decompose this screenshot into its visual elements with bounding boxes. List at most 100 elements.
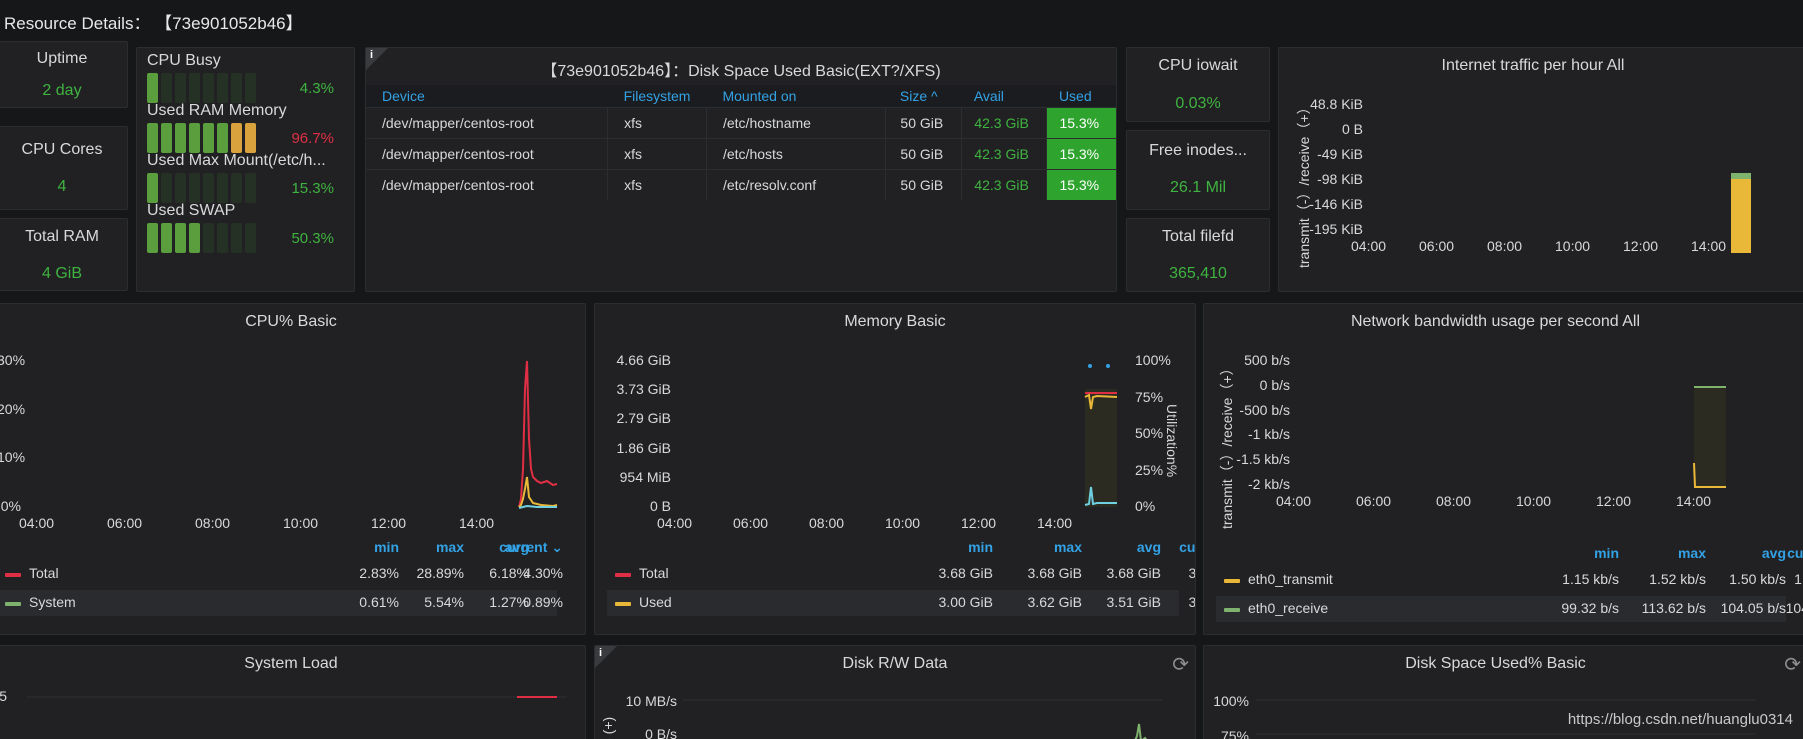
legend-value: 0.89% (523, 594, 563, 610)
cpu-iowait-panel[interactable]: CPU iowait 0.03% (1126, 47, 1270, 122)
column-header[interactable]: Mounted on (706, 85, 886, 107)
x-tick-label: 14:00 (1676, 493, 1712, 509)
y-tick-label: 20% (0, 400, 26, 417)
cpu-basic-title: CPU% Basic (245, 313, 337, 330)
cpu-iowait-title: CPU iowait (1158, 57, 1238, 74)
internet-traffic-panel[interactable]: Internet traffic per hour All transmit（-… (1278, 47, 1803, 292)
table-cell: 15.3% (1046, 168, 1116, 200)
memory-dot (1106, 364, 1110, 368)
free-inodes-panel[interactable]: Free inodes... 26.1 Mil (1126, 130, 1270, 210)
page-title[interactable]: Resource Details： 【73e901052b46】 (4, 14, 303, 33)
bargauge-cell (245, 173, 256, 203)
legend-swatch (1224, 579, 1240, 583)
y-right-tick-label: 0% (1135, 498, 1156, 514)
uptime-panel[interactable]: Uptime 2 day (0, 41, 128, 108)
y-tick-label: 0 B (649, 498, 671, 514)
legend-column-header[interactable]: current ⌄ (499, 539, 563, 555)
bargauge-value: 4.3% (299, 80, 334, 97)
legend-column-header[interactable]: avg (504, 539, 529, 555)
x-tick-label: 10:00 (1555, 238, 1591, 254)
disk-rw-panel[interactable]: i Disk R/W Data ⟳ 10 MB/s 0 B/s e (+) (594, 645, 1196, 739)
legend-series-name[interactable]: Total (29, 565, 59, 581)
refresh-icon[interactable]: ⟳ (1784, 654, 1801, 676)
legend-series-name[interactable]: eth0_transmit (1248, 571, 1333, 587)
legend-series-name[interactable]: Total (639, 565, 669, 581)
legend-column-header[interactable]: current ⌄ (1179, 539, 1196, 555)
table-cell: 50 GiB (885, 137, 963, 169)
uptime-value: 2 day (42, 82, 82, 99)
traffic-transmit-bar (1731, 179, 1751, 253)
legend-value: 3.68 GiB (938, 565, 993, 581)
column-header[interactable]: Device (366, 85, 608, 107)
legend-series-name[interactable]: eth0_receive (1248, 600, 1329, 616)
x-tick-label: 08:00 (1487, 238, 1523, 254)
legend-value: 99.32 b/s (1561, 600, 1619, 616)
x-tick-label: 04:00 (657, 515, 693, 531)
y-right-tick-label: 50% (1135, 425, 1164, 441)
x-tick-label: 14:00 (1037, 515, 1073, 531)
bargauge-cell (147, 223, 158, 253)
memory-basic-title: Memory Basic (844, 313, 946, 330)
legend-column-header[interactable]: current ⌄ (1787, 545, 1803, 561)
legend-value: 2.83% (359, 565, 399, 581)
x-tick-label: 08:00 (195, 515, 231, 531)
memory-dot (1088, 364, 1092, 368)
y-tick-label: 0 B (1341, 121, 1363, 137)
network-bandwidth-panel[interactable]: Network bandwidth usage per second All t… (1203, 303, 1803, 635)
total-ram-panel[interactable]: Total RAM 4 GiB (0, 218, 128, 291)
x-tick-label: 06:00 (1356, 493, 1392, 509)
legend-value: 0.61% (359, 594, 399, 610)
disk-used-pct-panel[interactable]: Disk Space Used% Basic ⟳ 100% 75% (1203, 645, 1803, 739)
y-tick-label: 1.86 GiB (616, 439, 671, 456)
system-load-ytick: 5 (0, 688, 7, 704)
bargauge-cell (175, 223, 186, 253)
x-tick-label: 10:00 (885, 515, 921, 531)
bargauge-cell (189, 73, 200, 103)
disk-used-ytick: 100% (1213, 693, 1249, 709)
cpu-basic-panel[interactable]: CPU% Basic 30% 20% 10% 0%04:00 06:00 08:00 10:… (0, 303, 586, 635)
table-row[interactable]: /dev/mapper/centos-root xfs/etc/hosts 50 G… (366, 137, 1116, 169)
system-load-panel[interactable]: System Load 5 (0, 645, 586, 739)
table-cell: xfs (607, 137, 707, 169)
total-filefd-panel[interactable]: Total filefd 365,410 (1126, 218, 1270, 292)
legend-series-name[interactable]: Used (639, 594, 672, 610)
legend-column-header[interactable]: min (968, 539, 993, 555)
legend-column-header[interactable]: min (1594, 545, 1619, 561)
bargauge-cell (161, 223, 172, 253)
refresh-icon[interactable]: ⟳ (1172, 654, 1189, 676)
legend-value: 104.94 b/s (1785, 600, 1803, 616)
info-icon[interactable]: i (366, 48, 388, 70)
legend-column-header[interactable]: avg (1761, 545, 1786, 561)
disk-rw-ylabel: e (+) (600, 716, 616, 739)
column-header[interactable]: Filesystem (607, 85, 707, 107)
y-tick-label: -500 b/s (1239, 401, 1290, 418)
y-right-tick-label: 75% (1135, 388, 1164, 405)
cpu-cores-panel[interactable]: CPU Cores 4 (0, 126, 128, 210)
info-icon[interactable]: i (595, 646, 617, 668)
x-tick-label: 08:00 (809, 515, 845, 531)
legend-value: 1.27% (489, 594, 529, 610)
resource-bargauge-panel[interactable]: CPU Busy 4.3% Used RAM Memory 96.7% Used Max… (136, 47, 355, 292)
legend-column-header[interactable]: min (374, 539, 399, 555)
disk-space-table-panel[interactable]: i 【73e901052b46】：Disk Space Used Basic(E… (365, 47, 1117, 292)
column-header[interactable]: Size ^ (885, 85, 962, 107)
legend-column-header[interactable]: max (435, 539, 464, 555)
legend-value: 3.68 GiB (1188, 565, 1196, 581)
table-row[interactable]: /dev/mapper/centos-root xfs/etc/resolv.co… (366, 168, 1116, 200)
legend-column-header[interactable]: max (1053, 539, 1082, 555)
bargauge-cell (245, 223, 256, 253)
legend-column-header[interactable]: max (1677, 545, 1706, 561)
table-row[interactable]: /dev/mapper/centos-root xfs/etc/hostname 5… (366, 106, 1116, 138)
column-header[interactable]: Avail (961, 85, 1047, 107)
table-cell: /dev/mapper/centos-root (366, 106, 609, 138)
memory-swap-line (1084, 486, 1117, 506)
system-load-plot (27, 696, 567, 698)
table-cell: xfs (607, 168, 707, 200)
memory-basic-panel[interactable]: Memory Basic 4.66 GiB 3.73 GiB 2.79 GiB 1.8… (594, 303, 1196, 635)
legend-value: 1.50 kb/s (1794, 571, 1803, 587)
column-header[interactable]: Used (1046, 85, 1116, 107)
x-tick-label: 12:00 (1623, 238, 1659, 254)
legend-series-name[interactable]: System (29, 594, 76, 610)
legend-column-header[interactable]: avg (1136, 539, 1161, 555)
total-filefd-value: 365,410 (1169, 265, 1227, 282)
